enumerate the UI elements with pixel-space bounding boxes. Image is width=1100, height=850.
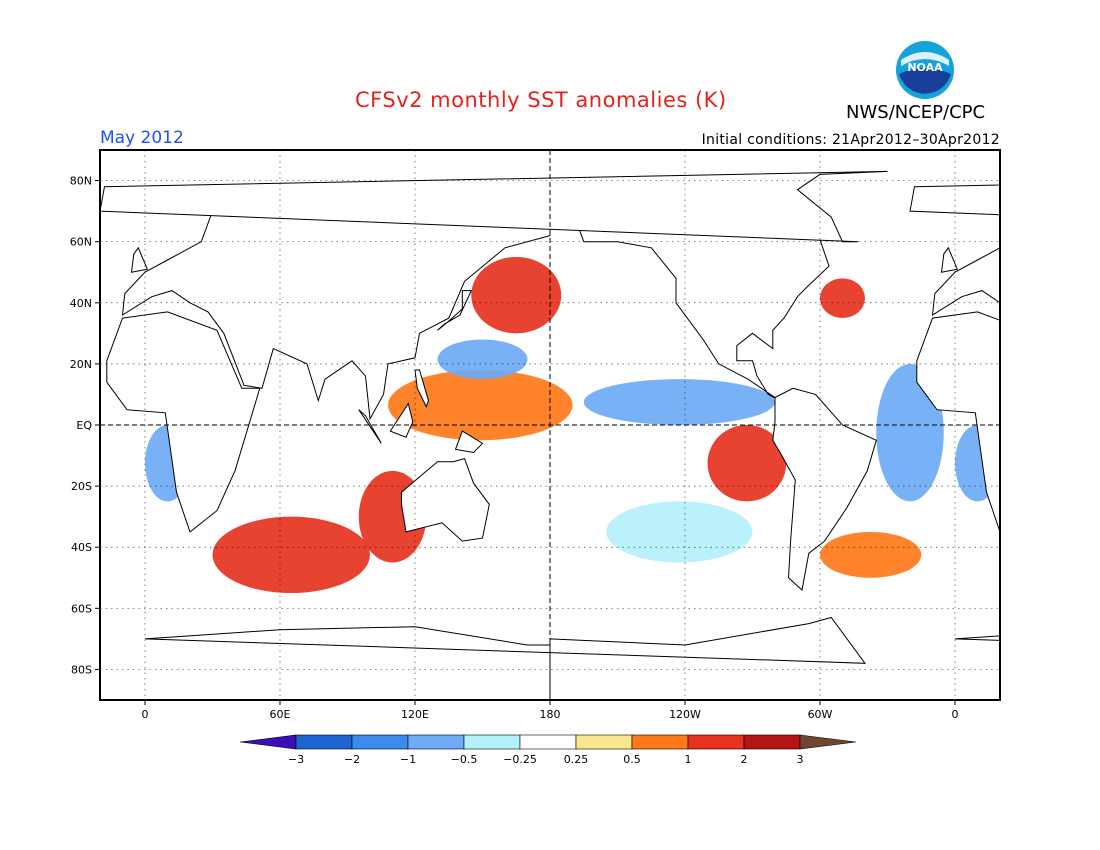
colorbar-swatch <box>295 734 353 750</box>
lon-tick-label: 60E <box>270 708 291 721</box>
valid-month: May 2012 <box>100 128 184 148</box>
graticule <box>100 150 1000 700</box>
lat-tick-label: 80S <box>71 663 92 676</box>
lat-tick-label: EQ <box>76 419 92 432</box>
lat-tick-label: 60N <box>70 236 92 249</box>
anomaly-region <box>583 379 775 426</box>
anomaly-region <box>471 256 562 334</box>
land-outline <box>389 402 414 438</box>
land-outline <box>414 369 430 408</box>
colorbar-label: −1 <box>400 753 416 766</box>
lat-tick-label: 40S <box>71 541 92 554</box>
land-outline <box>916 311 1000 533</box>
land-outline <box>100 170 888 243</box>
land-outline <box>401 457 490 542</box>
colorbar-label: 0.5 <box>623 753 641 766</box>
colorbar-swatch <box>575 734 633 750</box>
lon-tick-label: 180 <box>540 708 561 721</box>
anomaly-region <box>820 531 922 578</box>
colorbar-swatch <box>351 734 409 750</box>
lat-tick-label: 60S <box>71 602 92 615</box>
colorbar-label: −3 <box>288 753 304 766</box>
lat-tick-label: 80N <box>70 175 92 188</box>
colorbar-swatch <box>743 734 801 750</box>
colorbar-swatch <box>519 734 577 750</box>
land-outline <box>144 616 867 700</box>
lon-tick-label: 0 <box>952 708 959 721</box>
colorbar-swatch <box>631 734 689 750</box>
land-outline <box>931 247 1000 316</box>
land-outline <box>0 171 78 241</box>
agency-label: NWS/NCEP/CPC <box>846 102 986 123</box>
initial-conditions: Initial conditions: 21Apr2012–30Apr2012 <box>701 132 1000 148</box>
lat-tick-label: 40N <box>70 297 92 310</box>
logo-text: NOAA <box>907 61 943 74</box>
colorbar-label: 3 <box>797 753 804 766</box>
lat-tick-label: 20S <box>71 480 92 493</box>
land-outline <box>954 635 1000 641</box>
land-outline <box>0 388 66 590</box>
land-outline <box>772 387 877 591</box>
anomaly-region <box>820 278 865 319</box>
lon-tick-label: 120E <box>401 708 429 721</box>
colorbar-swatch <box>687 734 745 750</box>
colorbar-swatch <box>407 734 465 750</box>
colorbar-label: 2 <box>741 753 748 766</box>
lon-tick-label: 0 <box>142 708 149 721</box>
land-outline <box>909 184 1000 216</box>
land-outline <box>358 409 382 444</box>
land-outline <box>130 246 149 273</box>
land-outline <box>106 311 261 533</box>
land-outline <box>437 290 473 331</box>
land-outline <box>940 246 959 273</box>
anomaly-region <box>606 501 753 563</box>
noaa-logo-icon: NOAA <box>896 41 954 99</box>
land-outline <box>454 430 484 454</box>
land-outline <box>0 202 19 401</box>
colorbar-label: −0.5 <box>451 753 478 766</box>
lon-tick-label: 120W <box>669 708 701 721</box>
colorbar-swatch <box>463 734 521 750</box>
land-masses <box>0 170 1000 701</box>
colorbar-label: 0.25 <box>564 753 589 766</box>
land-outline <box>0 618 55 701</box>
colorbar-label: −0.25 <box>503 753 537 766</box>
colorbar-label: 1 <box>685 753 692 766</box>
colorbar-over-triangle <box>799 734 857 750</box>
lon-tick-label: 60W <box>808 708 833 721</box>
colorbar-label: −2 <box>344 753 360 766</box>
anomaly-region <box>876 363 944 502</box>
axis-ticks: 80N 60N 40N 20N EQ 20S 40S 60S 80S 0 60E 120E 180 120… <box>70 175 959 721</box>
colorbar-under-triangle <box>239 734 297 750</box>
chart-title: CFSv2 monthly SST anomalies (K) <box>355 88 727 112</box>
anomaly-region <box>388 370 573 441</box>
colorbar: −3 −2 −1 −0.5 −0.25 0.25 0.5 1 2 3 <box>239 734 857 766</box>
anomaly-region <box>437 339 528 380</box>
lat-tick-label: 20N <box>70 358 92 371</box>
anomaly-region <box>707 425 787 502</box>
anomaly-region <box>212 516 370 594</box>
